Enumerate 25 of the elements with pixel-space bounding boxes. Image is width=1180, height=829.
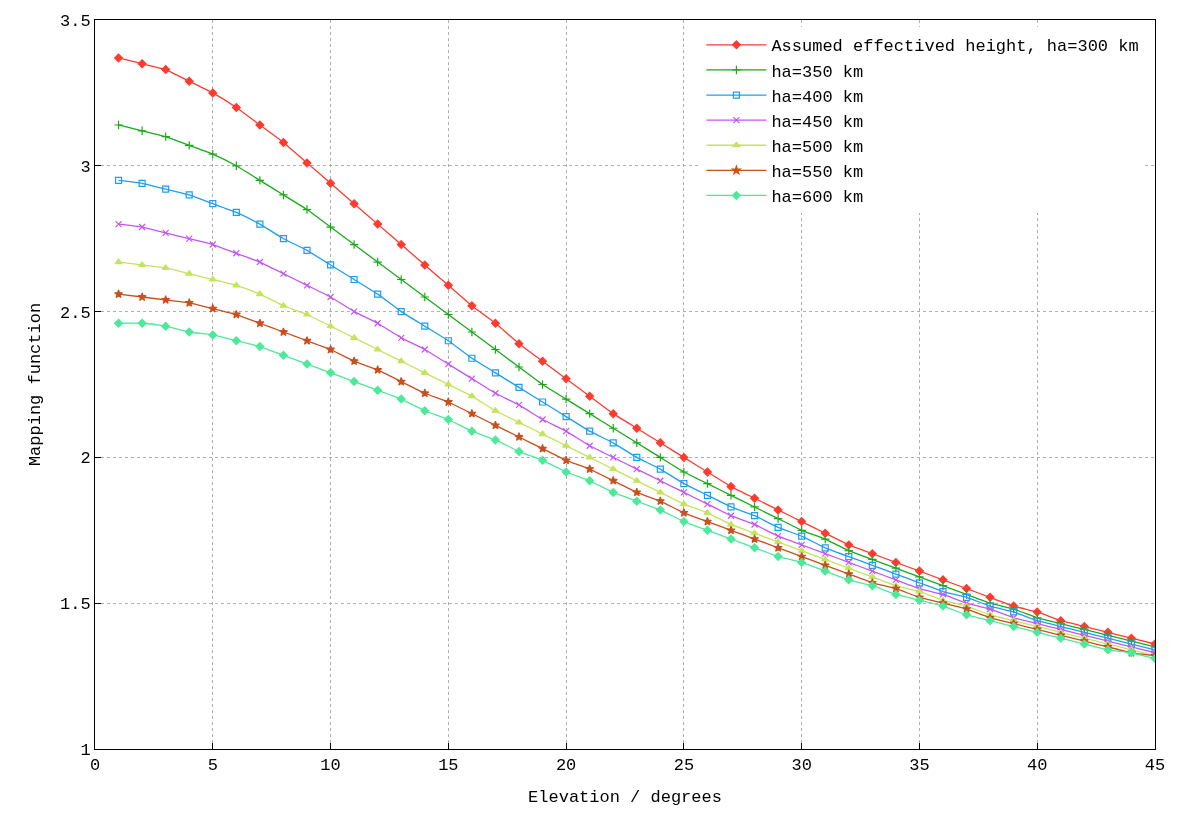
y-tick-label: 2.5 — [59, 303, 91, 323]
x-tick-label: 15 — [438, 756, 459, 776]
y-tick-label: 2 — [80, 449, 91, 469]
y-axis-title: Mapping function — [25, 302, 45, 467]
legend-label: Assumed effectived height, ha=300 km — [771, 37, 1139, 57]
legend-label: ha=600 km — [771, 188, 864, 208]
x-tick-label: 45 — [1144, 756, 1166, 776]
legend-label: ha=450 km — [771, 112, 864, 132]
x-tick-label: 20 — [555, 756, 577, 776]
legend-label: ha=500 km — [771, 137, 864, 157]
x-tick-label: 35 — [909, 756, 930, 776]
legend-label: ha=350 km — [771, 62, 864, 82]
y-tick-label: 1 — [80, 740, 91, 760]
x-tick-label: 40 — [1027, 756, 1048, 776]
x-tick-label: 0 — [89, 756, 101, 776]
y-tick-label: 1.5 — [59, 595, 91, 615]
x-tick-label: 25 — [673, 756, 695, 776]
y-tick-label: 3.5 — [59, 11, 91, 31]
legend-label: ha=550 km — [771, 162, 864, 182]
x-tick-label: 10 — [320, 756, 341, 776]
x-axis-title: Elevation / degrees — [528, 787, 722, 807]
y-tick-label: 3 — [80, 157, 91, 177]
legend-label: ha=400 km — [771, 87, 864, 107]
x-tick-label: 30 — [791, 756, 812, 776]
x-tick-label: 5 — [207, 756, 218, 776]
